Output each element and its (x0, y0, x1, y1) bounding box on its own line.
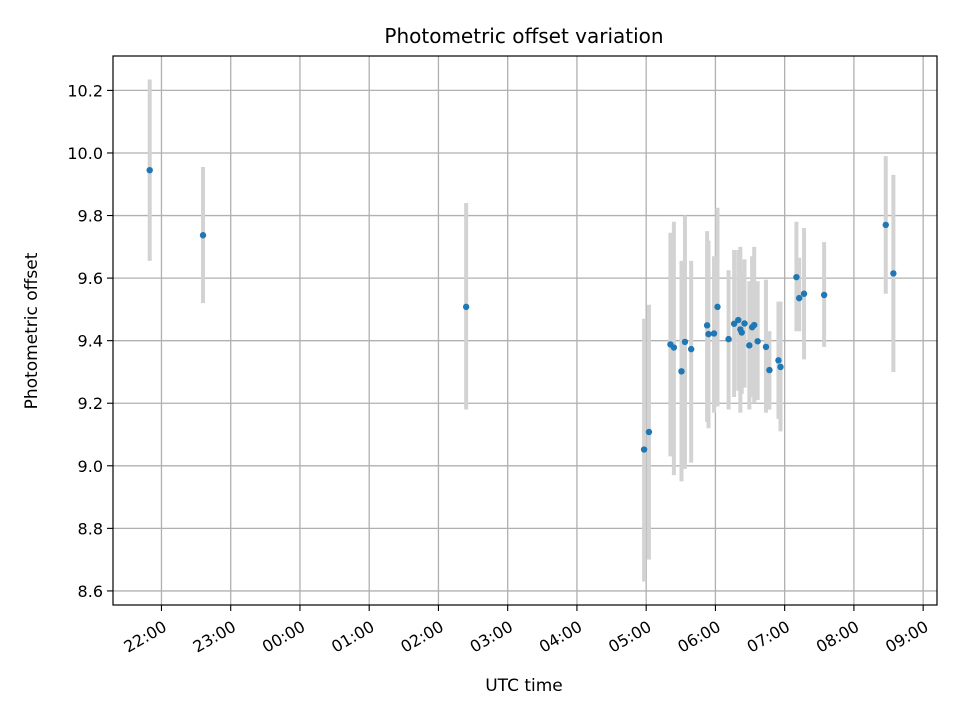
data-point (146, 166, 153, 174)
y-tick-label: 9.2 (78, 394, 103, 413)
data-point (762, 343, 770, 351)
data-point (714, 303, 721, 311)
y-tick-label: 10.0 (67, 144, 103, 163)
data-point (645, 428, 653, 436)
data-point (754, 338, 761, 345)
data-point (750, 321, 758, 329)
y-tick-label: 9.0 (78, 457, 103, 476)
data-point (687, 345, 695, 353)
data-point (738, 329, 745, 336)
data-point (725, 335, 732, 343)
y-tick-label: 9.8 (78, 207, 103, 226)
data-point (741, 320, 748, 327)
data-point (800, 290, 808, 297)
data-point (793, 273, 800, 281)
data-point (681, 338, 689, 346)
data-point (796, 294, 803, 302)
y-tick-label: 8.8 (78, 519, 103, 538)
data-point (705, 330, 712, 338)
data-point (199, 232, 207, 239)
plot-area-frame (112, 55, 938, 606)
data-point (678, 368, 685, 375)
data-point (640, 446, 648, 453)
data-point (710, 330, 718, 337)
data-point (703, 322, 711, 329)
data-points (146, 166, 897, 453)
data-point (777, 363, 784, 371)
data-point (766, 366, 773, 374)
y-axis-title: Photometric offset (22, 252, 42, 409)
data-point (735, 316, 742, 324)
y-tick-label: 9.4 (78, 332, 103, 351)
grid (113, 56, 937, 605)
y-tick-label: 8.6 (78, 582, 103, 601)
chart-title: Photometric offset variation (384, 24, 663, 48)
data-point (882, 221, 889, 229)
data-point (462, 303, 470, 311)
y-tick-label: 9.6 (78, 269, 103, 288)
y-axis-ticks: 8.6 8.8 9.0 9.2 9.4 9.6 9.8 10.0 10.2 (67, 81, 113, 601)
x-axis-title: UTC time (485, 676, 563, 696)
data-point (775, 357, 782, 364)
data-point (670, 344, 678, 351)
data-point (820, 291, 828, 299)
y-tick-label: 10.2 (67, 81, 103, 100)
data-point (746, 342, 753, 349)
data-point (890, 270, 897, 277)
data-point (730, 320, 738, 327)
